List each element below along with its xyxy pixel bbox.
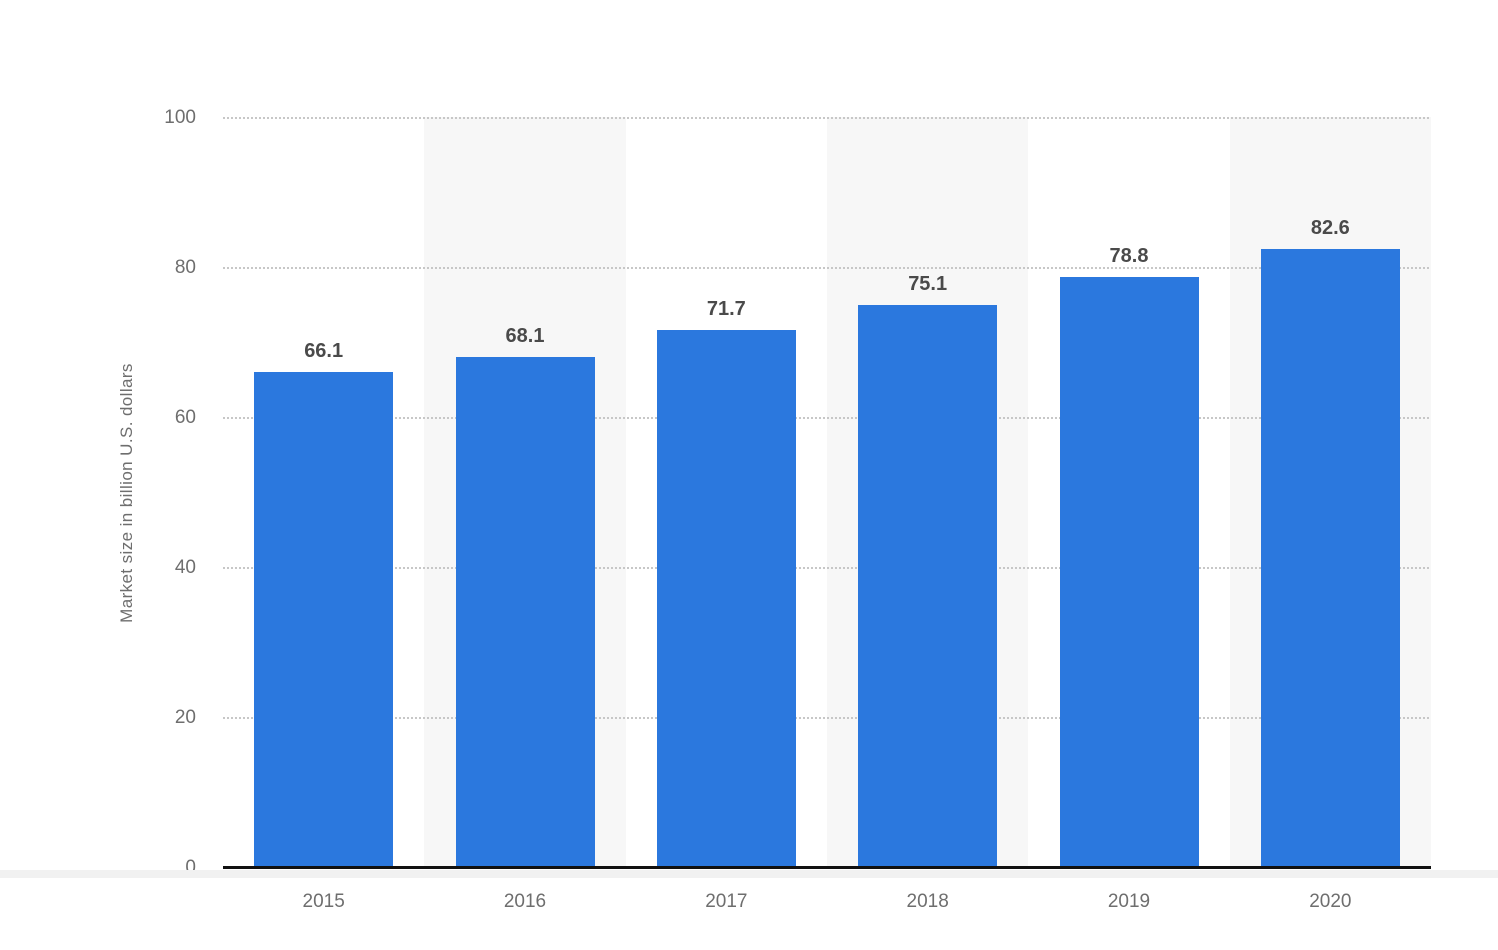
value-label-2017: 71.7	[706, 298, 746, 321]
y-axis-title: Market size in billion U.S. dollars	[117, 363, 136, 623]
y-tick-label-40: 40	[174, 557, 196, 578]
bar-2016[interactable]	[455, 357, 595, 868]
gridline-80	[223, 267, 1431, 269]
value-label-2018: 75.1	[908, 272, 948, 295]
x-label-2015: 2015	[302, 891, 345, 912]
y-tick-label-80: 80	[174, 257, 196, 278]
y-tick-label-100: 100	[164, 107, 196, 128]
gridline-100	[223, 117, 1431, 119]
gridline-60	[223, 417, 1431, 419]
bar-2015[interactable]	[254, 372, 394, 868]
x-label-2020: 2020	[1309, 891, 1352, 912]
gridline-40	[223, 567, 1431, 569]
value-label-2019: 78.8	[1109, 245, 1149, 267]
x-axis-line	[223, 866, 1431, 869]
value-label-2015: 66.1	[304, 340, 344, 363]
x-label-2019: 2019	[1107, 891, 1151, 912]
x-label-2016: 2016	[503, 891, 547, 912]
x-label-2018: 2018	[906, 891, 949, 912]
bottom-strip	[0, 870, 1498, 878]
bar-2020[interactable]	[1260, 248, 1400, 868]
gridline-20	[223, 717, 1431, 719]
bar-2017[interactable]	[656, 330, 796, 868]
value-label-2016: 68.1	[505, 325, 545, 348]
x-label-2017: 2017	[705, 891, 748, 912]
bar-2018[interactable]	[858, 304, 998, 868]
bar-2019[interactable]	[1059, 277, 1199, 868]
value-label-2020: 82.6	[1310, 216, 1350, 239]
y-tick-label-20: 20	[174, 707, 196, 728]
y-tick-label-60: 60	[174, 407, 196, 428]
y-tick-label-0: 0	[185, 857, 196, 878]
